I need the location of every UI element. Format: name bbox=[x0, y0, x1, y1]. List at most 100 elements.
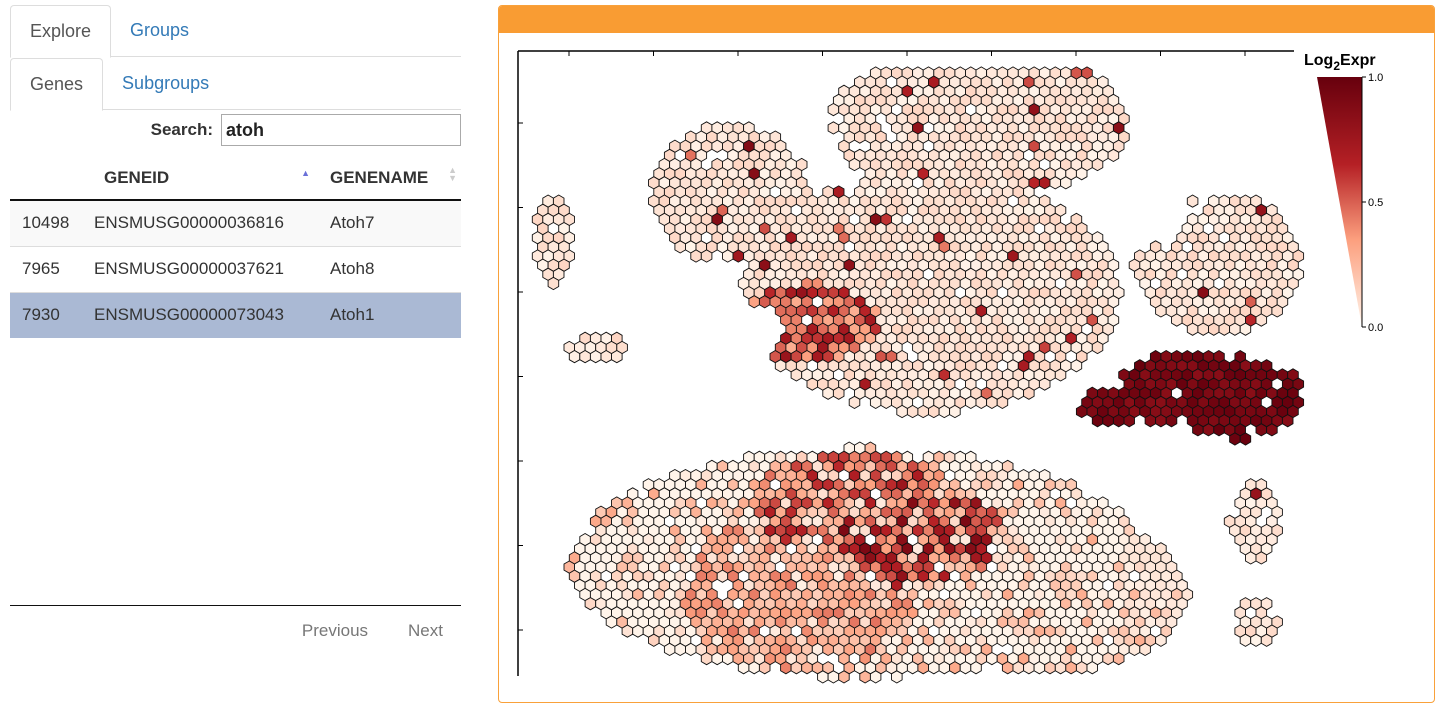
hex-spot bbox=[579, 349, 591, 364]
hex-spot bbox=[1255, 551, 1268, 565]
search-input[interactable] bbox=[221, 114, 461, 146]
table-row-selected[interactable]: 7930 ENSMUSG00000073043 Atoh1 bbox=[10, 291, 461, 338]
hex-spot bbox=[1091, 414, 1104, 428]
hex-spot bbox=[1091, 340, 1104, 355]
sub-tabs: Genes Subgroups bbox=[10, 58, 461, 111]
hex-spot bbox=[906, 404, 919, 419]
hex-spot bbox=[758, 661, 771, 675]
hex-spot bbox=[663, 642, 676, 657]
sort-both-icon: ▲ ▼ bbox=[448, 165, 457, 183]
tab-genes[interactable]: Genes bbox=[10, 58, 104, 111]
column-header-genename[interactable]: GENENAME ▲ ▼ bbox=[320, 156, 461, 201]
hex-spot bbox=[621, 624, 634, 638]
hex-spot bbox=[869, 670, 882, 684]
hex-spot bbox=[1091, 157, 1104, 172]
hex-spot bbox=[817, 670, 829, 684]
hex-spot bbox=[854, 130, 866, 144]
hex-spot bbox=[1075, 404, 1088, 419]
hex-spot bbox=[1038, 176, 1051, 190]
hex-spot bbox=[1255, 423, 1268, 437]
hex-spot bbox=[970, 661, 982, 675]
hex-spot bbox=[1186, 322, 1199, 336]
hex-spot bbox=[1107, 148, 1120, 163]
hex-spot bbox=[1065, 661, 1077, 675]
legend-tick-label: 0.0 bbox=[1368, 322, 1383, 334]
legend-tick-label: 1.0 bbox=[1368, 72, 1383, 84]
hex-spot bbox=[1123, 414, 1135, 428]
hex-spot bbox=[1229, 432, 1241, 446]
column-header-geneid[interactable]: GENEID ▲ bbox=[94, 156, 320, 201]
hex-spot bbox=[1281, 414, 1294, 428]
legend-title: Log2Expr bbox=[1304, 52, 1376, 73]
hex-spot bbox=[1250, 633, 1262, 647]
hex-spot bbox=[1155, 633, 1167, 647]
hex-spot bbox=[928, 404, 940, 419]
previous-button[interactable]: Previous bbox=[301, 621, 369, 640]
hex-spot bbox=[790, 661, 803, 675]
table-row[interactable]: 10498 ENSMUSG00000036816 Atoh7 bbox=[10, 200, 461, 246]
hex-spot bbox=[1144, 414, 1157, 428]
hex-spot bbox=[801, 661, 813, 675]
hex-spot bbox=[1054, 661, 1067, 675]
hex-spot bbox=[748, 295, 760, 309]
hex-spot bbox=[1033, 661, 1046, 675]
hex-spot bbox=[1239, 322, 1252, 336]
hex-spot bbox=[848, 157, 861, 172]
hex-spot bbox=[949, 661, 961, 675]
hex-spot bbox=[1245, 551, 1257, 565]
hex-spot bbox=[827, 102, 840, 117]
hex-spot bbox=[1023, 386, 1035, 400]
hex-spot bbox=[700, 651, 713, 666]
hex-spot bbox=[1112, 651, 1125, 666]
sort-ascending-icon: ▲ bbox=[301, 168, 310, 178]
hex-spot bbox=[859, 670, 871, 684]
hex-spot bbox=[547, 276, 560, 291]
genes-table: GENEID ▲ GENENAME ▲ ▼ 10498 ENSMUSG000000… bbox=[10, 156, 461, 338]
hex-spot bbox=[716, 569, 729, 583]
column-header-genename-label: GENENAME bbox=[330, 167, 429, 187]
hex-spot bbox=[568, 349, 581, 364]
hex-spot bbox=[996, 633, 1009, 647]
hex-spot bbox=[917, 661, 929, 675]
axis-ticks bbox=[518, 51, 1246, 631]
hex-spot bbox=[1218, 322, 1231, 336]
hex-spot bbox=[700, 249, 713, 263]
hex-spot bbox=[1049, 176, 1062, 190]
hex-spot bbox=[986, 651, 998, 666]
cell-geneid: ENSMUSG00000037621 bbox=[94, 245, 320, 292]
hex-spot bbox=[711, 651, 723, 666]
cell-id: 10498 bbox=[22, 213, 70, 233]
plot-panel: Log2Expr 1.0 0.5 0.0 bbox=[498, 5, 1435, 703]
tab-explore[interactable]: Explore bbox=[10, 5, 112, 58]
hex-spot bbox=[722, 651, 734, 666]
hex-spot bbox=[605, 615, 618, 629]
next-button[interactable]: Next bbox=[408, 621, 443, 640]
hex-spot bbox=[1102, 651, 1114, 666]
table-row[interactable]: 7965 ENSMUSG00000037621 Atoh8 bbox=[10, 245, 461, 292]
hex-spot bbox=[1229, 322, 1241, 336]
hex-spot bbox=[1202, 423, 1215, 437]
tab-subgroups[interactable]: Subgroups bbox=[122, 73, 210, 93]
hex-spot bbox=[906, 661, 919, 675]
hex-spot bbox=[1038, 377, 1051, 391]
hex-spot bbox=[996, 395, 1009, 410]
hex-spot bbox=[1075, 661, 1088, 675]
hex-spot bbox=[848, 395, 861, 410]
hex-spot bbox=[1155, 414, 1167, 428]
hex-spot bbox=[1086, 661, 1098, 675]
table-bottom-rule bbox=[10, 605, 461, 606]
hex-spot bbox=[827, 670, 840, 684]
tab-groups[interactable]: Groups bbox=[130, 20, 190, 40]
column-header-id[interactable] bbox=[10, 156, 94, 201]
hex-spot bbox=[975, 395, 988, 410]
hex-spot bbox=[1075, 167, 1088, 181]
hex-spot bbox=[822, 386, 834, 400]
hex-spot bbox=[891, 670, 903, 684]
hex-spot bbox=[959, 661, 972, 675]
hex-spot bbox=[1012, 661, 1025, 675]
hex-spot bbox=[589, 349, 602, 364]
hex-spot bbox=[1112, 414, 1125, 428]
hex-spot bbox=[1023, 661, 1035, 675]
hex-spot bbox=[838, 670, 850, 684]
hex-spot bbox=[584, 597, 597, 611]
